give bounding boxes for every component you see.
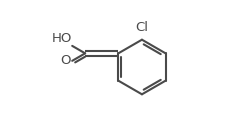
Text: O: O <box>60 54 71 67</box>
Text: Cl: Cl <box>135 22 148 34</box>
Text: HO: HO <box>52 32 72 45</box>
